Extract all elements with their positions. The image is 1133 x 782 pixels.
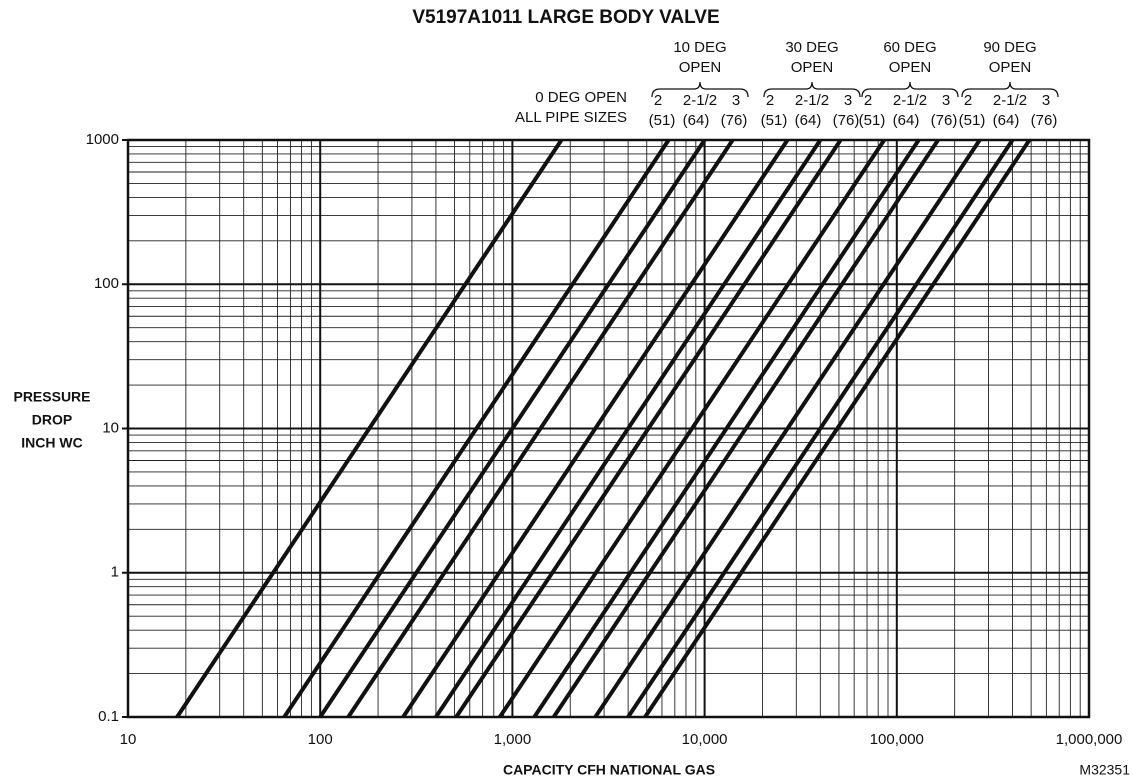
data-line: [346, 138, 735, 719]
brace: [961, 81, 1059, 98]
pipe-size-mm: (51): [761, 112, 788, 129]
data-line: [643, 138, 1032, 719]
group-label: OPEN: [889, 59, 932, 76]
figure-code: M32351: [1079, 762, 1130, 778]
x-tick-label: 100,000: [870, 731, 924, 748]
pipe-size: 2-1/2: [683, 92, 717, 109]
group-label: OPEN: [791, 59, 834, 76]
y-tick-label: 10: [102, 419, 119, 436]
pipe-size-mm: (64): [993, 112, 1020, 129]
pipe-size-mm: (51): [959, 112, 986, 129]
group-label: 10 DEG: [673, 39, 726, 56]
pipe-size: 3: [942, 92, 950, 109]
pipe-size: 3: [844, 92, 852, 109]
pipe-size: 2: [766, 92, 774, 109]
x-tick-label: 10,000: [682, 731, 728, 748]
brace: [763, 81, 861, 98]
brace: [651, 81, 749, 98]
y-axis-label: DROP: [32, 412, 72, 428]
annotation: 0 DEG OPEN: [535, 89, 627, 106]
plot-frame: [126, 138, 1091, 719]
pipe-size: 2-1/2: [893, 92, 927, 109]
data-line: [498, 138, 886, 719]
pipe-size: 2-1/2: [795, 92, 829, 109]
pipe-size: 2: [864, 92, 872, 109]
y-tick-label: 0.1: [98, 708, 119, 725]
data-line: [401, 138, 790, 719]
data-line: [175, 138, 564, 719]
pipe-size-mm: (76): [1031, 112, 1058, 129]
pipe-size: 2-1/2: [993, 92, 1027, 109]
y-axis-label: INCH WC: [21, 435, 82, 451]
x-tick-label: 1,000: [494, 731, 532, 748]
pipe-size-mm: (64): [795, 112, 822, 129]
chart-title: V5197A1011 LARGE BODY VALVE: [412, 7, 719, 28]
data-line: [552, 138, 940, 719]
x-tick-label: 100: [308, 731, 333, 748]
data-line: [318, 138, 707, 719]
group-label: 90 DEG: [983, 39, 1036, 56]
pipe-size: 3: [1042, 92, 1050, 109]
pipe-size-mm: (51): [859, 112, 886, 129]
brace: [861, 81, 959, 98]
y-axis-label: PRESSURE: [13, 389, 90, 405]
data-line: [593, 138, 982, 719]
x-axis-label: CAPACITY CFH NATIONAL GAS: [503, 762, 715, 778]
x-tick-label: 10: [120, 731, 137, 748]
pipe-size-mm: (51): [649, 112, 676, 129]
group-label: OPEN: [679, 59, 722, 76]
data-line: [434, 138, 822, 719]
data-line: [454, 138, 843, 719]
data-line: [532, 138, 921, 719]
y-tick-label: 1000: [86, 131, 119, 148]
pipe-size-mm: (64): [683, 112, 710, 129]
data-line: [282, 138, 671, 719]
group-label: 30 DEG: [785, 39, 838, 56]
group-label: 60 DEG: [883, 39, 936, 56]
pipe-size: 2: [964, 92, 972, 109]
pipe-size-mm: (76): [931, 112, 958, 129]
pipe-size-mm: (76): [721, 112, 748, 129]
pipe-size-mm: (76): [833, 112, 860, 129]
data-line: [626, 138, 1015, 719]
group-label: OPEN: [989, 59, 1032, 76]
pipe-size: 2: [654, 92, 662, 109]
x-tick-label: 1,000,000: [1056, 731, 1123, 748]
y-tick-label: 100: [94, 275, 119, 292]
pipe-size-mm: (64): [893, 112, 920, 129]
annotation: ALL PIPE SIZES: [515, 109, 627, 126]
y-tick-label: 1: [111, 564, 119, 581]
pipe-size: 3: [732, 92, 740, 109]
